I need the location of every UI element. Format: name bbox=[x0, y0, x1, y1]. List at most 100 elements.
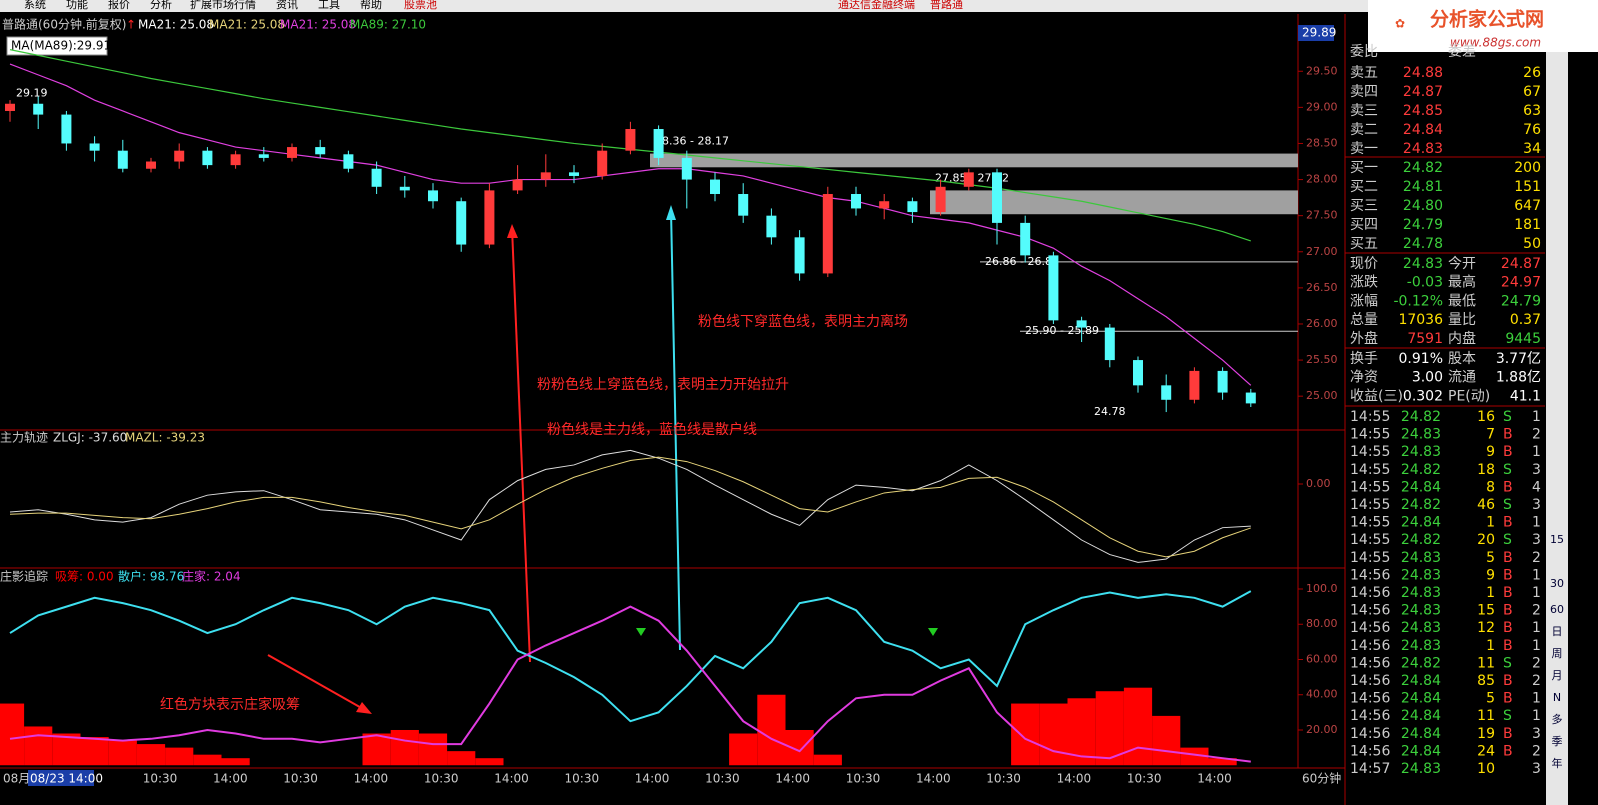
trade-price: 24.83 bbox=[1401, 761, 1441, 777]
period-button[interactable]: 15 bbox=[1550, 533, 1564, 546]
period-button[interactable]: 周 bbox=[1552, 647, 1563, 660]
trade-price: 24.83 bbox=[1401, 444, 1441, 460]
trade-count: 3 bbox=[1532, 532, 1541, 548]
menu-item[interactable]: 帮助 bbox=[360, 0, 382, 11]
menu-item[interactable]: 工具 bbox=[318, 0, 340, 11]
y-tick-label: 29.50 bbox=[1306, 64, 1338, 77]
y-tick-label: 25.00 bbox=[1306, 389, 1338, 402]
accumulation-bar bbox=[1011, 703, 1040, 766]
period-button[interactable]: 日 bbox=[1552, 625, 1563, 638]
book-price: 24.79 bbox=[1403, 217, 1443, 233]
trade-volume: 24 bbox=[1477, 743, 1495, 759]
menu-item[interactable]: 报价 bbox=[108, 0, 130, 11]
period-button[interactable]: N bbox=[1553, 691, 1561, 704]
trade-time: 14:56 bbox=[1350, 673, 1390, 689]
legend-entry: MA21: 25.08 bbox=[280, 18, 356, 32]
menu-item[interactable]: 分析 bbox=[150, 0, 172, 11]
x-tick-label: 14:00 bbox=[213, 772, 248, 786]
book-volume: 63 bbox=[1523, 103, 1541, 119]
stat-label: 净资 bbox=[1350, 370, 1378, 386]
accumulation-bar bbox=[52, 733, 81, 766]
menu-item[interactable]: 通达信金融终端 bbox=[838, 0, 915, 11]
menu-item[interactable]: 扩展市场行情 bbox=[190, 0, 256, 11]
book-volume: 200 bbox=[1514, 160, 1541, 176]
trade-volume: 1 bbox=[1486, 515, 1495, 531]
accumulation-bar bbox=[1123, 687, 1153, 766]
book-label: 买四 bbox=[1350, 217, 1378, 233]
x-tick-label: 14:00 bbox=[1197, 772, 1232, 786]
trade-side: S bbox=[1503, 409, 1512, 425]
annotation: 粉色线下穿蓝色线，表明主力离场 bbox=[698, 313, 908, 330]
zone-label: 28.36 - 28.17 bbox=[655, 135, 729, 148]
trade-price: 24.83 bbox=[1401, 585, 1441, 601]
trade-volume: 5 bbox=[1486, 550, 1495, 566]
period-button[interactable]: 30 bbox=[1550, 577, 1564, 590]
trade-count: 1 bbox=[1532, 620, 1541, 636]
candle-body bbox=[1104, 327, 1115, 361]
period-button[interactable]: 年 bbox=[1552, 756, 1563, 770]
y-tick-label: 28.50 bbox=[1306, 136, 1338, 149]
trade-side: B bbox=[1503, 567, 1513, 583]
logo-name: 分析家公式网 bbox=[1430, 8, 1544, 31]
trade-side: B bbox=[1503, 620, 1513, 636]
trade-count: 1 bbox=[1532, 409, 1541, 425]
accumulation-bar bbox=[193, 754, 222, 766]
candle-body bbox=[456, 201, 467, 245]
candle-body bbox=[89, 143, 100, 151]
menu-item[interactable]: 系统 bbox=[24, 0, 46, 11]
trade-time: 14:55 bbox=[1350, 444, 1390, 460]
candle-body bbox=[371, 168, 382, 187]
trade-price: 24.83 bbox=[1401, 638, 1441, 654]
period-button[interactable]: 月 bbox=[1552, 669, 1563, 682]
candle-body bbox=[710, 179, 720, 195]
trade-side: B bbox=[1503, 638, 1513, 654]
trade-time: 14:55 bbox=[1350, 532, 1390, 548]
trade-side: B bbox=[1503, 479, 1513, 495]
period-button[interactable]: 季 bbox=[1552, 735, 1563, 748]
trade-price: 24.82 bbox=[1401, 497, 1441, 513]
book-volume: 647 bbox=[1514, 198, 1541, 214]
menu-item[interactable]: 股票池 bbox=[404, 0, 437, 11]
stat-label: 股本 bbox=[1448, 351, 1476, 367]
menu-item[interactable]: 普路通 bbox=[930, 0, 963, 11]
book-price: 24.80 bbox=[1403, 198, 1443, 214]
trade-count: 2 bbox=[1532, 603, 1541, 619]
trade-side: B bbox=[1503, 444, 1513, 460]
arrow-head bbox=[356, 702, 372, 714]
trade-count: 3 bbox=[1532, 726, 1541, 742]
accumulation-bar bbox=[757, 694, 786, 766]
x-axis-start: 08月 bbox=[3, 772, 30, 786]
low-mark: 24.78 bbox=[1094, 405, 1126, 418]
stat-label: 总量 bbox=[1350, 312, 1378, 328]
candle-body bbox=[992, 172, 1002, 223]
candle-body bbox=[5, 103, 15, 111]
candle-body bbox=[907, 201, 918, 213]
trade-side: B bbox=[1503, 515, 1513, 531]
legend-entry: MA89: 27.10 bbox=[350, 18, 426, 32]
trade-side: B bbox=[1503, 427, 1513, 443]
book-label: 买一 bbox=[1350, 160, 1378, 176]
menu-item[interactable]: 功能 bbox=[66, 0, 88, 11]
trade-price: 24.84 bbox=[1401, 726, 1441, 742]
period-button[interactable]: 多 bbox=[1552, 712, 1563, 726]
stat-value: 3.00 bbox=[1412, 370, 1443, 386]
trade-time: 14:55 bbox=[1350, 462, 1390, 478]
trade-side: S bbox=[1503, 462, 1512, 478]
x-tick-label: 10:30 bbox=[283, 772, 318, 786]
accumulation-bar bbox=[362, 733, 391, 766]
candle-body bbox=[399, 186, 410, 191]
accumulation-bar bbox=[1039, 703, 1068, 766]
trade-side: B bbox=[1503, 726, 1513, 742]
period-button[interactable]: 60 bbox=[1550, 603, 1564, 616]
stat-label: 涨跌 bbox=[1350, 275, 1378, 291]
stat-value: 0.37 bbox=[1510, 312, 1541, 328]
book-label: 卖三 bbox=[1350, 103, 1378, 119]
logo-url: www.88gs.com bbox=[1450, 36, 1541, 50]
trade-time: 14:56 bbox=[1350, 638, 1390, 654]
legend-entry: 散户: 98.76 bbox=[118, 569, 184, 584]
trade-volume: 7 bbox=[1486, 427, 1495, 443]
side-toolbar bbox=[1546, 52, 1568, 805]
trade-price: 24.83 bbox=[1401, 567, 1441, 583]
menu-item[interactable]: 资讯 bbox=[276, 0, 298, 11]
trade-count: 4 bbox=[1532, 479, 1541, 495]
